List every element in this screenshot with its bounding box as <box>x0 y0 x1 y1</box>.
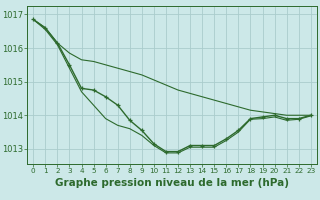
X-axis label: Graphe pression niveau de la mer (hPa): Graphe pression niveau de la mer (hPa) <box>55 178 289 188</box>
